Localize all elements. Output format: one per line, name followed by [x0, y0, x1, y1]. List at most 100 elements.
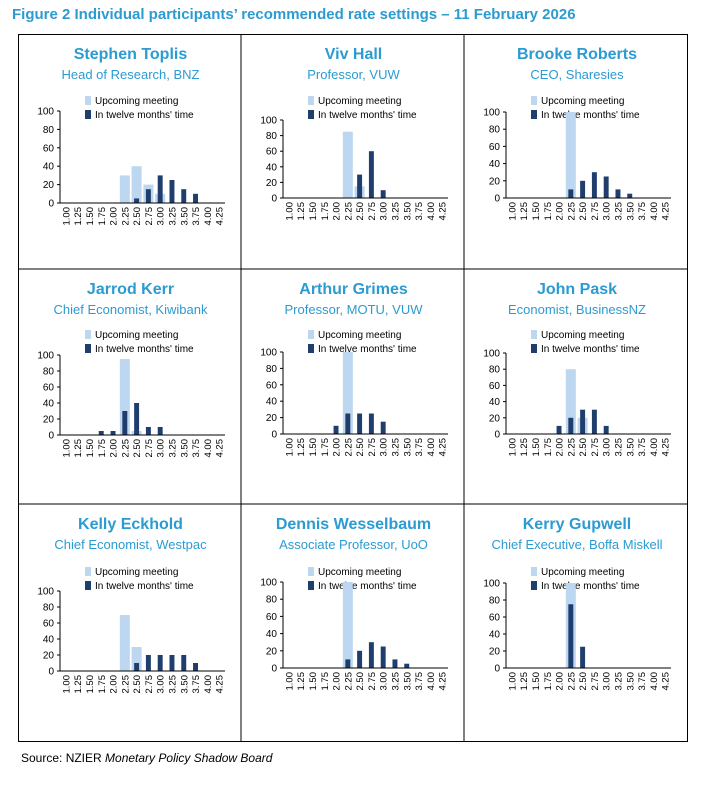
participant-role: Head of Research, BNZ [61, 67, 200, 82]
legend-label-twelve-months: In twelve months' time [318, 344, 417, 355]
y-tick-label: 20 [43, 651, 55, 662]
x-tick-label: 2.50 [355, 202, 366, 221]
x-tick-label: 4.25 [661, 672, 672, 691]
y-tick-label: 100 [483, 579, 500, 590]
legend-swatch-upcoming [531, 330, 537, 339]
x-tick-label: 3.50 [179, 207, 190, 226]
bar-upcoming [119, 175, 130, 203]
y-tick-label: 80 [266, 595, 278, 606]
x-tick-label: 3.00 [379, 672, 390, 691]
bar-twelve-months [580, 180, 586, 198]
x-tick-label: 3.25 [390, 202, 401, 221]
x-tick-label: 1.50 [531, 202, 542, 221]
y-tick-label: 60 [489, 142, 501, 153]
x-tick-label: 1.25 [73, 439, 84, 458]
y-tick-label: 20 [43, 180, 55, 191]
y-tick-label: 40 [489, 159, 501, 170]
bar-twelve-months [145, 427, 151, 435]
x-tick-label: 2.00 [555, 672, 566, 691]
x-tick-label: 2.00 [109, 675, 120, 694]
x-tick-label: 2.00 [332, 202, 343, 221]
y-tick-label: 40 [489, 630, 501, 641]
bar-twelve-months [169, 180, 175, 203]
x-tick-label: 1.00 [507, 202, 518, 221]
x-tick-label: 1.00 [61, 675, 72, 694]
x-tick-label: 1.50 [531, 438, 542, 457]
x-tick-label: 2.25 [566, 672, 577, 691]
x-tick-label: 3.50 [625, 202, 636, 221]
x-tick-label: 3.50 [402, 202, 413, 221]
x-tick-label: 3.00 [156, 439, 167, 458]
x-tick-label: 3.25 [167, 439, 178, 458]
participant-role: Associate Professor, UoO [279, 537, 428, 552]
x-tick-label: 4.00 [426, 202, 437, 221]
legend-label-twelve-months: In twelve months' time [95, 344, 194, 355]
legend-label-twelve-months: In twelve months' time [95, 110, 194, 121]
x-tick-label: 2.25 [343, 672, 354, 691]
participant-name: Brooke Roberts [516, 46, 638, 63]
x-tick-label: 1.00 [507, 438, 518, 457]
x-tick-label: 3.75 [637, 202, 648, 221]
y-tick-label: 80 [43, 603, 55, 614]
chart-grid: Stephen Toplis Head of Research, BNZ Upcom… [18, 34, 688, 742]
legend-label-upcoming: Upcoming meeting [541, 567, 624, 578]
chart-panel: Arthur Grimes Professor, MOTU, VUW Upcomin… [242, 270, 465, 505]
x-tick-label: 3.50 [402, 438, 413, 457]
x-tick-label: 4.25 [661, 438, 672, 457]
x-tick-label: 3.25 [613, 438, 624, 457]
y-tick-label: 0 [271, 430, 277, 441]
y-tick-label: 100 [37, 351, 54, 362]
x-tick-label: 4.00 [649, 438, 660, 457]
participant-name: Kerry Gupwell [522, 516, 632, 533]
legend-label-upcoming: Upcoming meeting [541, 330, 624, 341]
chart-panel: Dennis Wesselbaum Associate Professor, Uo… [242, 505, 465, 743]
bar-twelve-months [603, 176, 609, 198]
x-tick-label: 4.25 [438, 202, 449, 221]
x-tick-label: 2.00 [555, 438, 566, 457]
x-tick-label: 2.00 [109, 439, 120, 458]
participant-name: John Pask [536, 281, 618, 298]
x-tick-label: 4.25 [661, 202, 672, 221]
x-tick-label: 3.00 [602, 438, 613, 457]
x-tick-label: 2.25 [566, 202, 577, 221]
legend-swatch-twelve-months [308, 344, 314, 353]
bar-twelve-months [145, 189, 151, 203]
x-tick-label: 3.00 [602, 202, 613, 221]
legend-swatch-twelve-months [308, 110, 314, 119]
legend-label-upcoming: Upcoming meeting [318, 330, 401, 341]
x-tick-label: 2.50 [578, 202, 589, 221]
bar-upcoming [565, 369, 576, 434]
x-tick-label: 3.75 [191, 439, 202, 458]
legend-label-upcoming: Upcoming meeting [318, 567, 401, 578]
x-tick-label: 3.25 [167, 675, 178, 694]
bar-twelve-months [333, 425, 339, 434]
bar-twelve-months [368, 151, 374, 198]
x-tick-label: 4.25 [438, 438, 449, 457]
x-tick-label: 4.00 [203, 439, 214, 458]
legend-swatch-twelve-months [85, 344, 91, 353]
y-tick-label: 0 [271, 664, 277, 675]
x-tick-label: 3.25 [613, 202, 624, 221]
legend-swatch-twelve-months [531, 581, 537, 590]
bar-twelve-months [368, 413, 374, 434]
bar-twelve-months [345, 413, 351, 434]
bar-twelve-months [392, 659, 398, 668]
legend-label-upcoming: Upcoming meeting [95, 96, 178, 107]
legend-swatch-upcoming [531, 96, 537, 105]
bar-chart: Upcoming meeting In twelve months' time 0 2… [37, 96, 226, 226]
y-tick-label: 20 [43, 415, 55, 426]
x-tick-label: 2.25 [566, 438, 577, 457]
x-tick-label: 3.50 [179, 675, 190, 694]
bar-chart: Upcoming meeting In twelve months' time 0 2… [37, 567, 226, 694]
y-tick-label: 80 [489, 365, 501, 376]
bar-twelve-months [345, 659, 351, 668]
legend-swatch-upcoming [85, 330, 91, 339]
participant-name: Stephen Toplis [73, 46, 188, 63]
x-tick-label: 4.00 [426, 672, 437, 691]
y-tick-label: 20 [266, 413, 278, 424]
legend-swatch-twelve-months [531, 110, 537, 119]
bar-twelve-months [380, 421, 386, 434]
participant-name: Dennis Wesselbaum [275, 516, 432, 533]
y-tick-label: 20 [266, 178, 278, 189]
participant-name: Kelly Eckhold [78, 516, 183, 533]
